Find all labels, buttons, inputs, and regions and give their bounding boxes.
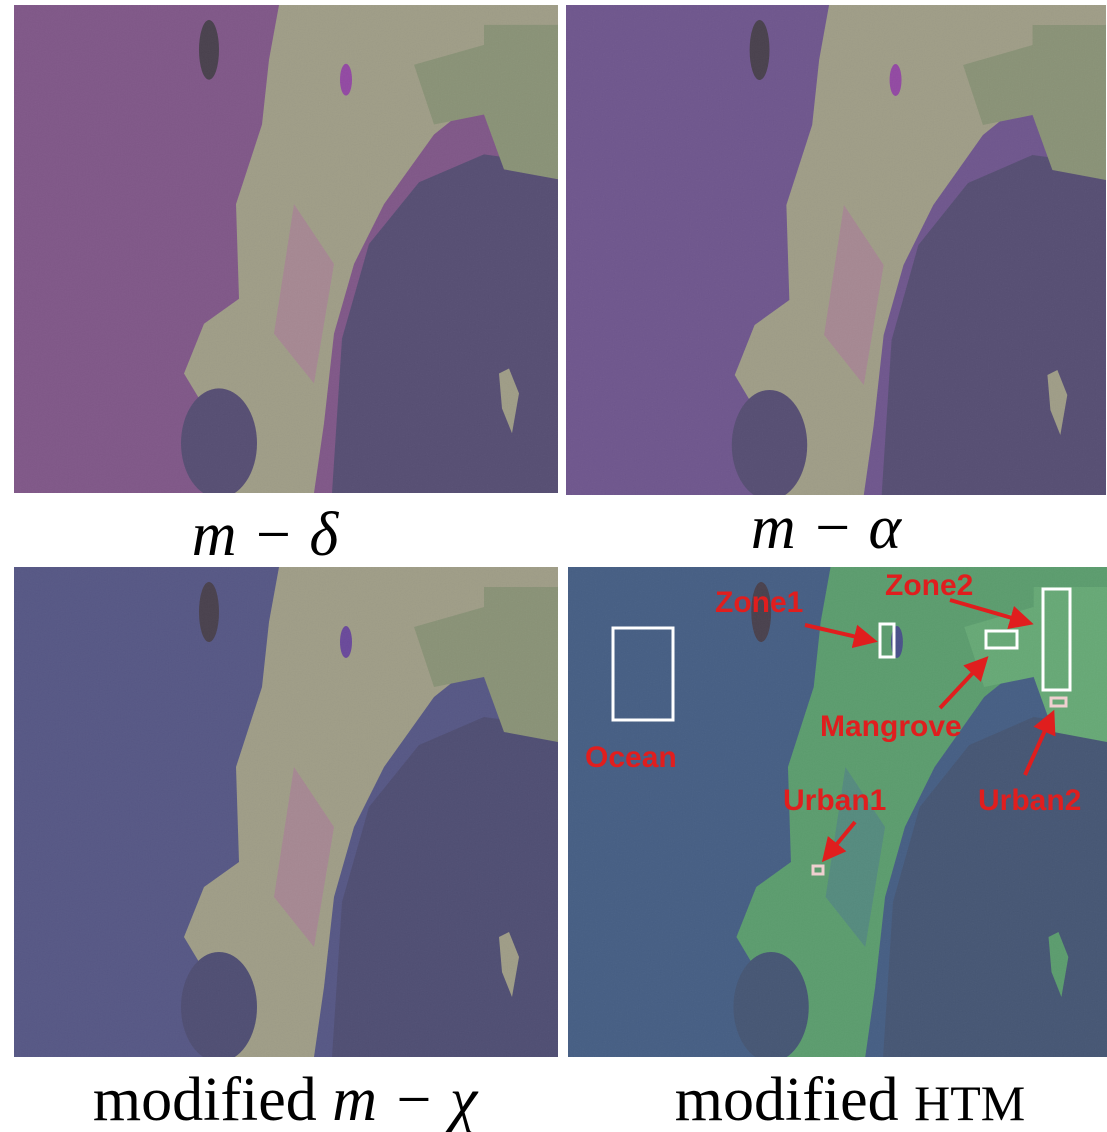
annotation-label: Urban1: [783, 784, 886, 817]
figure: m − δ m − α modified m − χ modified HTM …: [0, 0, 1107, 1132]
caption-math: HTM: [914, 1075, 1025, 1131]
annotation-label: Zone1: [715, 586, 803, 619]
caption: m − δ: [192, 501, 340, 569]
image-m-chi: [14, 567, 558, 1062]
caption-prefix: modified: [675, 1066, 899, 1132]
annotation-label: Mangrove: [820, 710, 962, 743]
annotation-label: Ocean: [585, 741, 677, 774]
caption: modified m − χ: [93, 1066, 479, 1132]
caption: modified HTM: [675, 1066, 1025, 1132]
image-m-alpha: [566, 5, 1106, 500]
image-m-delta: [14, 5, 558, 498]
annotation-label: Urban2: [978, 784, 1081, 817]
caption: m − α: [751, 494, 903, 562]
annotation-label: Zone2: [885, 569, 973, 602]
caption-math: m − χ: [332, 1066, 479, 1132]
caption-math: m − δ: [192, 501, 340, 569]
caption-math: m − α: [751, 494, 903, 562]
caption-prefix: modified: [93, 1066, 317, 1132]
